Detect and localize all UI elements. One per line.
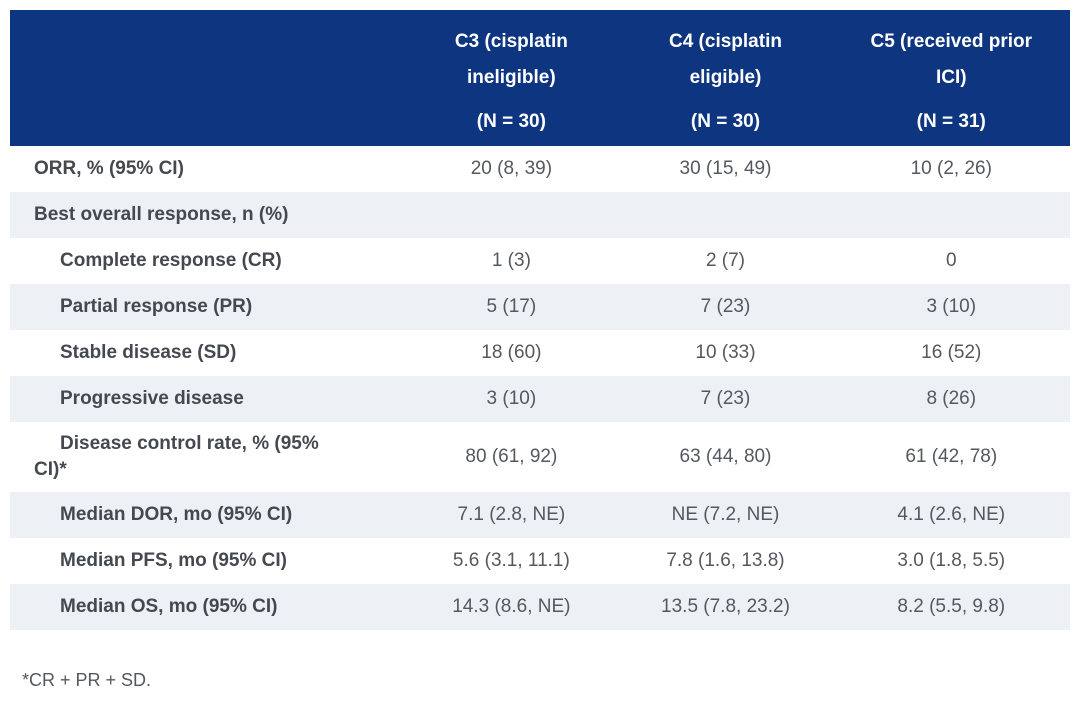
column-n: (N = 31) [916,111,986,132]
column-n: (N = 30) [476,111,546,132]
cell-value: 7 (23) [700,387,751,409]
column-title: C3 (cisplatin ineligible) [455,24,568,96]
row-label: Stable disease (SD) [60,341,237,363]
cell-value: 2 (7) [705,249,746,271]
cell-value: 7.8 (1.6, 13.8) [666,550,785,572]
cell-value: 0 [945,249,957,271]
table-header: C3 (cisplatin ineligible) (N = 30) C4 (ci… [10,10,1070,146]
table-row-median-pfs: Median PFS, mo (95% CI) 5.6 (3.1, 11.1) … [10,538,1070,585]
cell-value [833,192,1070,238]
row-label: Partial response (PR) [60,295,253,317]
table-row-median-dor: Median DOR, mo (95% CI) 7.1 (2.8, NE) NE… [10,492,1070,539]
row-label: Disease control rate, % (95% CI)* [34,433,319,481]
cell-value: 63 (44, 80) [679,446,772,468]
cell-value: 3.0 (1.8, 5.5) [897,550,1006,572]
column-title-line1: C4 (cisplatin [668,31,782,52]
cell-value: 5.6 (3.1, 11.1) [452,550,570,572]
footnote: *CR + PR + SD. [22,670,152,691]
cell-value: 20 (8, 39) [470,157,553,179]
header-row: C3 (cisplatin ineligible) (N = 30) C4 (ci… [10,10,1070,146]
table-row-progressive-disease: Progressive disease 3 (10) 7 (23) 8 (26) [10,376,1070,422]
row-label: Median OS, mo (95% CI) [60,596,278,618]
table-row-orr: ORR, % (95% CI) 20 (8, 39) 30 (15, 49) 1… [10,146,1070,192]
row-label: Complete response (CR) [60,249,282,271]
table-row-disease-control-rate: Disease control rate, % (95% CI)* 80 (61… [10,422,1070,493]
cell-value: 3 (10) [926,295,977,317]
results-table: C3 (cisplatin ineligible) (N = 30) C4 (ci… [10,10,1070,631]
cell-value: 14.3 (8.6, NE) [452,596,571,618]
column-title-line2: ICI) [935,67,967,88]
table-row-complete-response: Complete response (CR) 1 (3) 2 (7) 0 [10,238,1070,284]
cell-value: 1 (3) [491,249,531,271]
column-title: C5 (received prior ICI) [870,24,1032,96]
column-title-line1: C3 (cisplatin [454,31,568,52]
column-title-line1: C5 (received prior [870,31,1033,52]
cell-value: 10 (2, 26) [910,157,992,179]
cell-value: 80 (61, 92) [465,446,558,468]
cell-value: 7 (23) [700,295,751,317]
table-row-best-overall-response: Best overall response, n (%) [10,192,1070,238]
cell-value: 5 (17) [486,295,537,317]
cell-value: 18 (60) [481,341,542,363]
cell-value [618,192,832,238]
column-header-c5: C5 (received prior ICI) (N = 31) [832,10,1070,146]
column-n: (N = 30) [690,111,761,132]
column-title-line2: eligible) [689,67,762,88]
cell-value: 30 (15, 49) [679,157,772,179]
column-header-c3: C3 (cisplatin ineligible) (N = 30) [404,10,619,146]
cell-value: 10 (33) [695,341,756,363]
table-body: ORR, % (95% CI) 20 (8, 39) 30 (15, 49) 1… [10,146,1070,631]
cell-value: 7.1 (2.8, NE) [457,504,566,526]
table-row-median-os: Median OS, mo (95% CI) 14.3 (8.6, NE) 13… [10,584,1070,631]
cell-value [404,192,618,238]
table-row-partial-response: Partial response (PR) 5 (17) 7 (23) 3 (1… [10,284,1070,330]
row-label: Median DOR, mo (95% CI) [60,504,293,526]
cell-value: 3 (10) [486,387,537,409]
cell-value: NE (7.2, NE) [671,504,780,526]
header-cell-empty [10,10,405,146]
row-label: Progressive disease [60,387,244,409]
column-title-line2: ineligible) [467,67,556,88]
page: C3 (cisplatin ineligible) (N = 30) C4 (ci… [10,10,1070,691]
row-label: ORR, % (95% CI) [34,157,184,179]
table-row-stable-disease: Stable disease (SD) 18 (60) 10 (33) 16 (… [10,330,1070,376]
cell-value: 8 (26) [926,387,977,409]
cell-value: 8.2 (5.5, 9.8) [897,596,1006,618]
column-header-c4: C4 (cisplatin eligible) (N = 30) [618,10,833,146]
cell-value: 16 (52) [921,341,982,363]
row-label: Best overall response, n (%) [34,203,289,225]
row-label: Median PFS, mo (95% CI) [60,550,287,572]
cell-value: 13.5 (7.8, 23.2) [661,596,790,618]
cell-value: 61 (42, 78) [905,446,998,468]
column-title: C4 (cisplatin eligible) [669,24,782,96]
cell-value: 4.1 (2.6, NE) [897,504,1006,526]
